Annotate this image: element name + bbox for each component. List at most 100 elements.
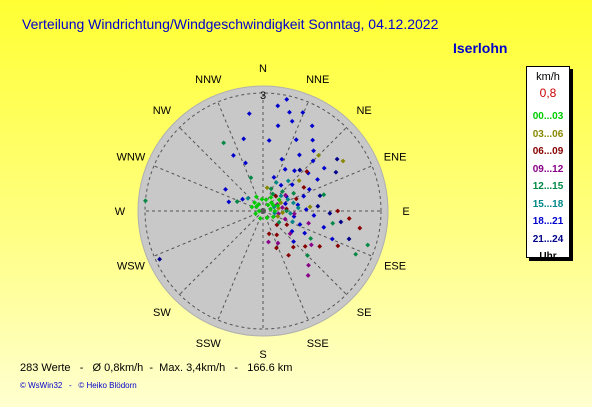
- direction-label-e: E: [402, 206, 409, 218]
- legend-range-6: 18...21: [532, 216, 564, 227]
- direction-label-wnw: WNW: [117, 151, 146, 163]
- data-point: [304, 169, 310, 174]
- data-point: [275, 103, 281, 109]
- data-point: [291, 211, 297, 217]
- data-point: [221, 140, 227, 146]
- spoke-ese: [262, 210, 373, 257]
- data-point: [276, 197, 282, 203]
- data-point: [353, 251, 359, 257]
- data-point: [256, 208, 262, 214]
- data-point: [268, 194, 274, 200]
- data-point: [275, 203, 281, 209]
- data-point: [297, 222, 303, 227]
- data-point: [288, 210, 293, 216]
- data-point: [285, 178, 291, 184]
- data-point: [157, 256, 163, 262]
- data-point: [275, 123, 281, 129]
- data-point: [270, 214, 276, 220]
- data-point: [266, 239, 271, 245]
- credits-text: © WsWin32 - © Heiko Blödorn: [20, 381, 137, 390]
- data-point: [263, 197, 269, 203]
- data-point: [346, 236, 352, 242]
- data-point: [252, 200, 258, 206]
- data-point: [280, 189, 285, 194]
- data-point: [279, 156, 285, 162]
- data-point: [289, 182, 295, 188]
- data-point: [306, 220, 311, 226]
- data-point: [253, 211, 259, 217]
- spoke-ssw: [217, 210, 264, 321]
- rose-outer-ring: [144, 92, 382, 330]
- data-point: [305, 253, 310, 258]
- legend-unit: km/h: [536, 71, 560, 83]
- data-point: [305, 273, 311, 278]
- data-point: [308, 242, 314, 248]
- data-point: [285, 196, 291, 202]
- data-point: [274, 232, 280, 238]
- data-point: [296, 178, 302, 184]
- data-point: [306, 186, 312, 192]
- data-point: [310, 137, 316, 143]
- data-point: [340, 158, 346, 164]
- legend-range-3: 09...12: [532, 163, 564, 175]
- data-point: [315, 177, 320, 182]
- data-point: [309, 123, 315, 129]
- data-point: [264, 215, 270, 221]
- data-point: [283, 192, 288, 198]
- data-point: [302, 243, 308, 249]
- data-point: [316, 152, 322, 158]
- chart-title: Verteilung Windrichtung/Windgeschwindigk…: [22, 16, 439, 32]
- data-point: [265, 202, 271, 208]
- data-point: [270, 191, 276, 197]
- data-point: [330, 220, 336, 226]
- legend-range-4: 12...15: [532, 181, 564, 192]
- data-point: [335, 208, 341, 214]
- direction-labels: N NNE NE ENE E ESE SE SSE S SSW SW WSW W WNW NW NNW: [115, 63, 410, 361]
- radial-scale-label: 3: [260, 90, 266, 102]
- data-point: [301, 185, 307, 190]
- legend-range-0: 00...03: [532, 111, 564, 122]
- data-point: [271, 204, 277, 210]
- data-point: [297, 152, 302, 158]
- legend-range-1: 03...06: [532, 128, 564, 140]
- data-point: [268, 200, 274, 206]
- direction-label-nnw: NNW: [195, 74, 222, 86]
- data-point: [243, 160, 248, 166]
- direction-label-ne: NE: [356, 105, 371, 117]
- direction-label-ene: ENE: [384, 151, 407, 163]
- data-point: [308, 236, 314, 241]
- spoke-sw: [179, 210, 264, 295]
- data-point: [256, 202, 261, 207]
- data-point: [275, 240, 281, 246]
- data-point: [241, 136, 247, 142]
- spoke-ne: [262, 127, 347, 212]
- data-point: [315, 203, 321, 209]
- data-point: [240, 196, 245, 202]
- data-point: [246, 111, 252, 117]
- data-point: [290, 200, 296, 206]
- data-point: [266, 138, 272, 143]
- legend-value: 0,8: [539, 86, 557, 100]
- data-point: [321, 192, 327, 198]
- direction-label-sw: SW: [153, 307, 171, 319]
- direction-label-nne: NNE: [306, 74, 329, 86]
- data-point: [284, 97, 290, 102]
- data-point: [301, 193, 307, 199]
- data-point: [223, 186, 228, 192]
- data-point: [311, 213, 317, 218]
- data-point: [321, 165, 327, 171]
- direction-label-n: N: [259, 63, 267, 75]
- spoke-wsw: [153, 210, 264, 257]
- legend-range-2: 06...09: [532, 146, 564, 157]
- data-point: [248, 175, 254, 181]
- data-point: [272, 208, 278, 214]
- data-point: [231, 153, 236, 158]
- data-point: [278, 182, 284, 188]
- data-point: [268, 206, 273, 212]
- data-point: [279, 205, 285, 210]
- data-point: [300, 110, 306, 115]
- direction-label-ese: ESE: [384, 261, 406, 273]
- data-point: [253, 194, 259, 200]
- data-point: [286, 252, 291, 258]
- data-point: [306, 262, 311, 268]
